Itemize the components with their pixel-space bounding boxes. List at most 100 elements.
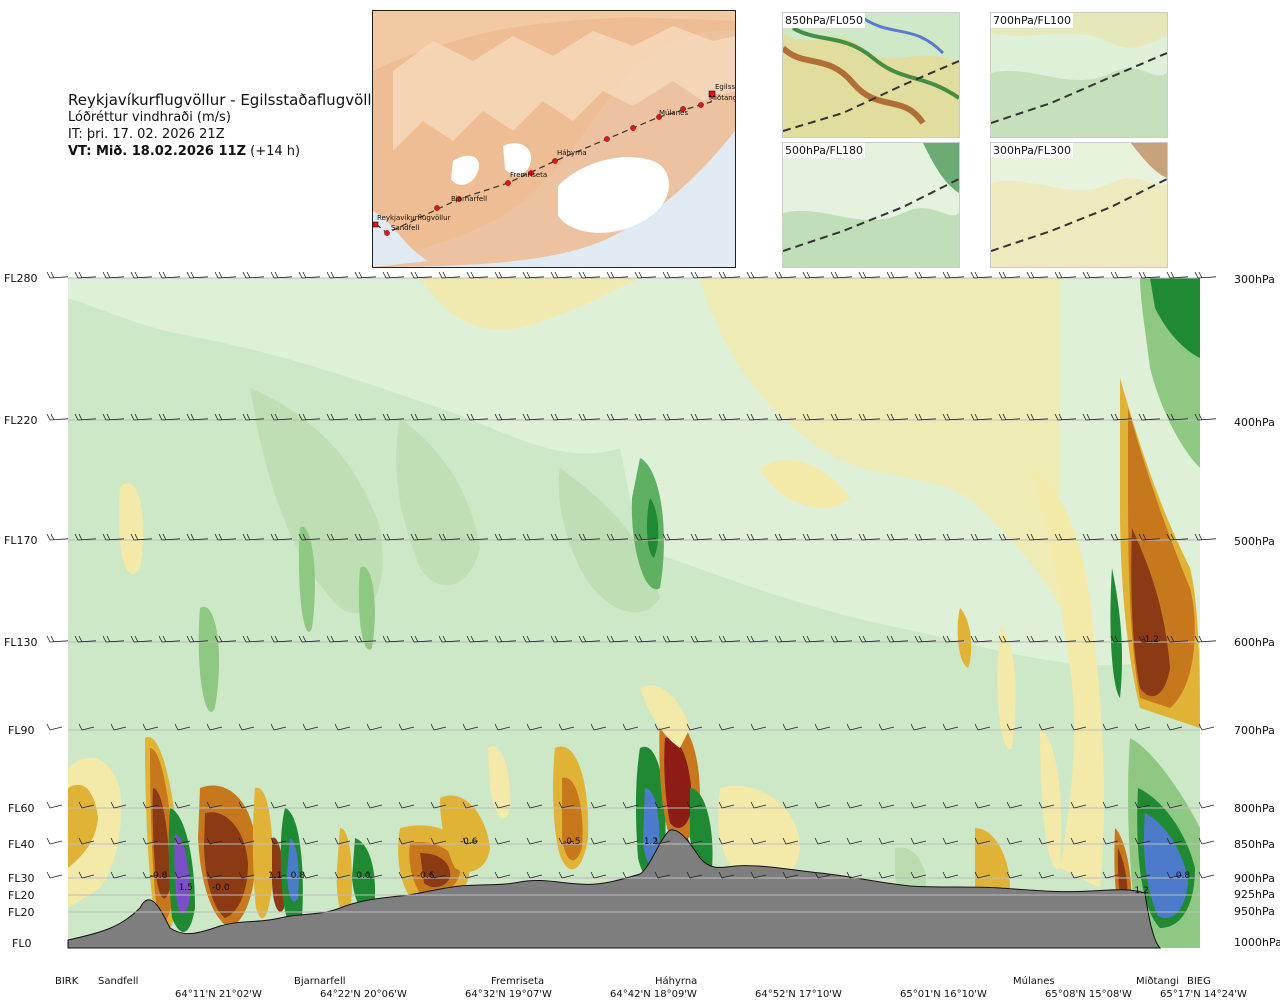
fl-label: FL40 [8, 838, 34, 851]
wind-barb [334, 723, 351, 731]
wind-barb [886, 635, 909, 643]
wind-barb [774, 413, 797, 421]
thumbnail-300hpa[interactable]: 300hPa/FL300 [990, 142, 1168, 268]
wind-barb [774, 635, 797, 643]
wind-barb [750, 723, 767, 731]
wind-barb [746, 271, 769, 279]
wind-barb [942, 533, 965, 541]
wind-barb [1166, 801, 1183, 809]
wind-barb [718, 871, 735, 879]
wind-barb [494, 635, 517, 643]
coordinate-label: 64°52'N 17°10'W [755, 989, 842, 1000]
wind-barb [438, 413, 461, 421]
wind-barb [74, 413, 97, 421]
wind-barb [686, 871, 703, 879]
fl-label: FL90 [8, 724, 34, 737]
wind-barb [366, 837, 383, 845]
wind-barb [1038, 871, 1055, 879]
wind-barb [438, 635, 461, 643]
wind-barb [830, 271, 853, 279]
wind-barb [1054, 271, 1077, 279]
wind-barb [1026, 533, 1049, 541]
wind-barb [974, 871, 991, 879]
wind-barb [606, 413, 629, 421]
wind-barb [398, 801, 415, 809]
wind-barb [130, 533, 153, 541]
wind-barb [1070, 871, 1087, 879]
wind-barb [430, 801, 447, 809]
wind-barb [430, 837, 447, 845]
wind-barb [1102, 801, 1119, 809]
wind-barb [942, 271, 965, 279]
wind-barb [654, 837, 671, 845]
wind-barb [142, 801, 159, 809]
wind-barb [242, 533, 265, 541]
wind-barb [158, 533, 181, 541]
wind-barb [830, 533, 853, 541]
wind-barb [1194, 635, 1217, 643]
wind-barb [46, 271, 69, 279]
wind-barb [662, 533, 685, 541]
wind-barb [1082, 413, 1105, 421]
wind-barb [494, 723, 511, 731]
wind-barb [970, 413, 993, 421]
wind-barb [782, 837, 799, 845]
wind-barb [590, 801, 607, 809]
wind-barb [654, 723, 671, 731]
wind-barb [130, 413, 153, 421]
wind-barb [998, 635, 1021, 643]
hpa-label: 700hPa [1234, 724, 1275, 737]
wind-barb [1054, 635, 1077, 643]
wind-barb [334, 801, 351, 809]
wind-barb [1102, 723, 1119, 731]
hpa-label: 850hPa [1234, 838, 1275, 851]
wind-barb [302, 837, 319, 845]
waypoint-label: Fremriseta [491, 976, 544, 987]
wind-barb [270, 635, 293, 643]
wind-barb [1070, 723, 1087, 731]
wind-barb [886, 413, 909, 421]
wind-barb [78, 871, 95, 879]
wind-barb [410, 271, 433, 279]
wind-barb [186, 271, 209, 279]
wind-barb [690, 533, 713, 541]
wind-barb [634, 271, 657, 279]
wind-barb [206, 801, 223, 809]
map-label-bjarnarfell: Bjarnarfell [451, 195, 487, 203]
wind-barb [466, 533, 489, 541]
wind-barb [242, 635, 265, 643]
thumbnail-700hpa-graphic [991, 13, 1167, 137]
waypoint-label: Sandfell [98, 976, 138, 987]
wind-barb [186, 635, 209, 643]
wind-barb [878, 837, 895, 845]
wind-barb [1194, 413, 1217, 421]
map-label-reykjavik: Reykjavíkurflugvöllur [377, 214, 451, 222]
wind-barb [746, 413, 769, 421]
wind-barb [158, 635, 181, 643]
wind-barb [102, 413, 125, 421]
thumbnail-300hpa-label: 300hPa/FL300 [991, 143, 1074, 158]
wind-barb [354, 413, 377, 421]
wind-barb [690, 271, 713, 279]
wind-barb [974, 837, 991, 845]
issue-time: IT: þri. 17. 02. 2026 21Z [68, 127, 225, 142]
wind-barb [782, 801, 799, 809]
wind-barb [774, 271, 797, 279]
wind-barb [526, 723, 543, 731]
thumbnail-850hpa[interactable]: 850hPa/FL050 [782, 12, 960, 138]
wind-barb [910, 837, 927, 845]
wind-barb [910, 801, 927, 809]
wind-barb [718, 723, 735, 731]
fl-label: FL280 [4, 272, 37, 285]
wind-barb [1138, 533, 1161, 541]
thumbnail-500hpa[interactable]: 500hPa/FL180 [782, 142, 960, 268]
chart-title-block: Reykjavíkurflugvöllur - Egilsstaðaflugvö… [68, 92, 387, 160]
wind-barb [366, 801, 383, 809]
wind-barb [110, 723, 127, 731]
wind-barb [1102, 871, 1119, 879]
wind-barb [270, 801, 287, 809]
wind-barb [998, 271, 1021, 279]
wind-barb [814, 723, 831, 731]
wind-barb [998, 533, 1021, 541]
thumbnail-700hpa[interactable]: 700hPa/FL100 [990, 12, 1168, 138]
